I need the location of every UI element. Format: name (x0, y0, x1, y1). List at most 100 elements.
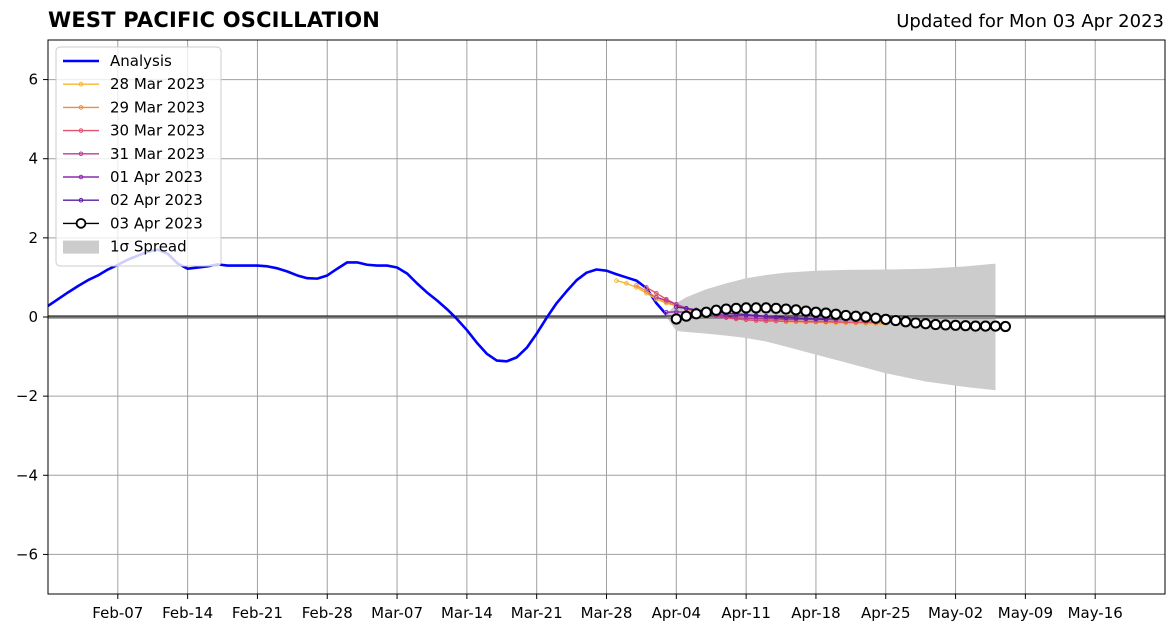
today-forecast-point (890, 314, 902, 327)
today-forecast-point (810, 306, 822, 318)
x-tick-label: Mar-07 (371, 604, 423, 622)
forecast-point (803, 316, 809, 321)
legend-item: 1σ Spread (63, 238, 187, 256)
legend-marker (78, 151, 84, 157)
y-tick-label: 6 (28, 71, 38, 89)
forecast-point (674, 302, 679, 307)
today-forecast-point (989, 320, 1002, 332)
x-tick-label: May-09 (998, 604, 1053, 622)
y-tick-label: −4 (16, 466, 38, 484)
today-forecast-point (880, 313, 892, 325)
today-forecast-point (930, 318, 942, 331)
forecast-point (683, 305, 689, 311)
today-forecast-point (750, 302, 762, 314)
legend-item: 02 Apr 2023 (63, 191, 203, 209)
legend-marker (78, 174, 84, 180)
legend-item: 01 Apr 2023 (63, 168, 203, 186)
x-tick-label: Mar-28 (581, 604, 633, 622)
today-forecast-point (680, 310, 692, 322)
grid-lines (48, 40, 1165, 594)
y-axis: 6 4 2 0 −2 −4 −6 (16, 71, 48, 563)
x-tick-label: May-16 (1068, 604, 1123, 622)
forecast-point (664, 309, 669, 315)
today-forecast-point (850, 310, 862, 322)
today-forecast-point (959, 320, 972, 332)
forecast-point (793, 315, 799, 321)
legend-item: 03 Apr 2023 (63, 214, 203, 232)
today-forecast-point (710, 304, 722, 316)
chart-title: WEST PACIFIC OSCILLATION (48, 8, 381, 32)
today-forecast-point (830, 308, 842, 320)
legend-label: 30 Mar 2023 (110, 122, 205, 140)
updated-date: Updated for Mon 03 Apr 2023 (896, 11, 1164, 32)
forecast-point (624, 281, 629, 286)
x-tick-label: Feb-28 (302, 604, 353, 622)
legend-item: 30 Mar 2023 (63, 122, 205, 140)
legend-swatch (63, 240, 99, 254)
forecast-point (773, 314, 779, 320)
today-forecast-point (740, 302, 752, 314)
forecast-point (763, 313, 769, 319)
forecast-point (753, 313, 759, 318)
today-forecast-point (790, 304, 802, 316)
today-forecast-point (770, 302, 782, 314)
spread-band (666, 263, 996, 391)
legend-label: 1σ Spread (110, 238, 187, 256)
forecast-point (614, 278, 619, 283)
today-forecast-point (690, 308, 702, 320)
x-tick-label: Feb-07 (92, 604, 143, 622)
legend-marker (78, 197, 84, 203)
legend-label: 28 Mar 2023 (110, 75, 205, 93)
today-forecast-point (910, 317, 922, 329)
forecast-point (783, 315, 789, 321)
today-forecast-point (939, 319, 952, 331)
legend-box (55, 46, 222, 267)
x-tick-label: Mar-21 (511, 604, 563, 622)
forecast-point (634, 283, 639, 288)
x-tick-label: Mar-14 (441, 604, 493, 622)
legend-label: 02 Apr 2023 (110, 191, 203, 209)
today-forecast-point (800, 305, 812, 317)
today-forecast-point (780, 303, 792, 315)
today-forecast-point (670, 313, 682, 325)
legend-item: 29 Mar 2023 (63, 98, 205, 116)
x-tick-label: Feb-14 (162, 604, 213, 622)
today-forecast-point (969, 320, 982, 332)
legend-item: 28 Mar 2023 (63, 75, 205, 93)
y-tick-label: 2 (28, 229, 38, 247)
x-tick-label: May-02 (928, 604, 983, 622)
today-forecast-point (999, 320, 1012, 333)
today-forecast-point (979, 320, 992, 332)
y-tick-label: −2 (16, 387, 38, 405)
forecast-point (664, 298, 669, 303)
forecast-point (654, 294, 659, 300)
today-forecast-point (900, 316, 912, 328)
legend-label: 01 Apr 2023 (110, 168, 203, 186)
today-forecast-point (760, 302, 772, 314)
y-tick-label: −6 (16, 545, 38, 563)
legend-item: Analysis (63, 52, 172, 70)
today-forecast-point (700, 306, 712, 318)
legend-label: Analysis (110, 52, 172, 70)
spread-area (666, 263, 996, 391)
y-tick-label: 0 (28, 308, 38, 326)
forecast-point (674, 304, 679, 310)
today-forecast-point (949, 319, 962, 331)
x-tick-label: Apr-18 (791, 604, 841, 622)
today-forecast-point (720, 303, 732, 315)
legend-label: 03 Apr 2023 (110, 214, 203, 232)
x-tick-label: Apr-04 (652, 604, 702, 622)
today-forecast-point (870, 312, 882, 324)
x-tick-label: Apr-11 (721, 604, 771, 622)
y-tick-label: 4 (28, 150, 38, 168)
x-axis: Feb-07 Feb-14 Feb-21 Feb-28 Mar-07 Mar-14 Mar-… (92, 594, 1123, 622)
x-tick-label: Feb-21 (232, 604, 283, 622)
legend: Analysis 28 Mar 2023 29 Mar 2023 30 Mar 202… (55, 46, 222, 267)
legend-marker (78, 105, 84, 110)
legend-marker (78, 81, 84, 87)
today-forecast-point (820, 307, 832, 319)
today-forecast-point (860, 311, 872, 323)
today-forecast-point (840, 309, 852, 322)
today-forecast-point (920, 318, 932, 330)
